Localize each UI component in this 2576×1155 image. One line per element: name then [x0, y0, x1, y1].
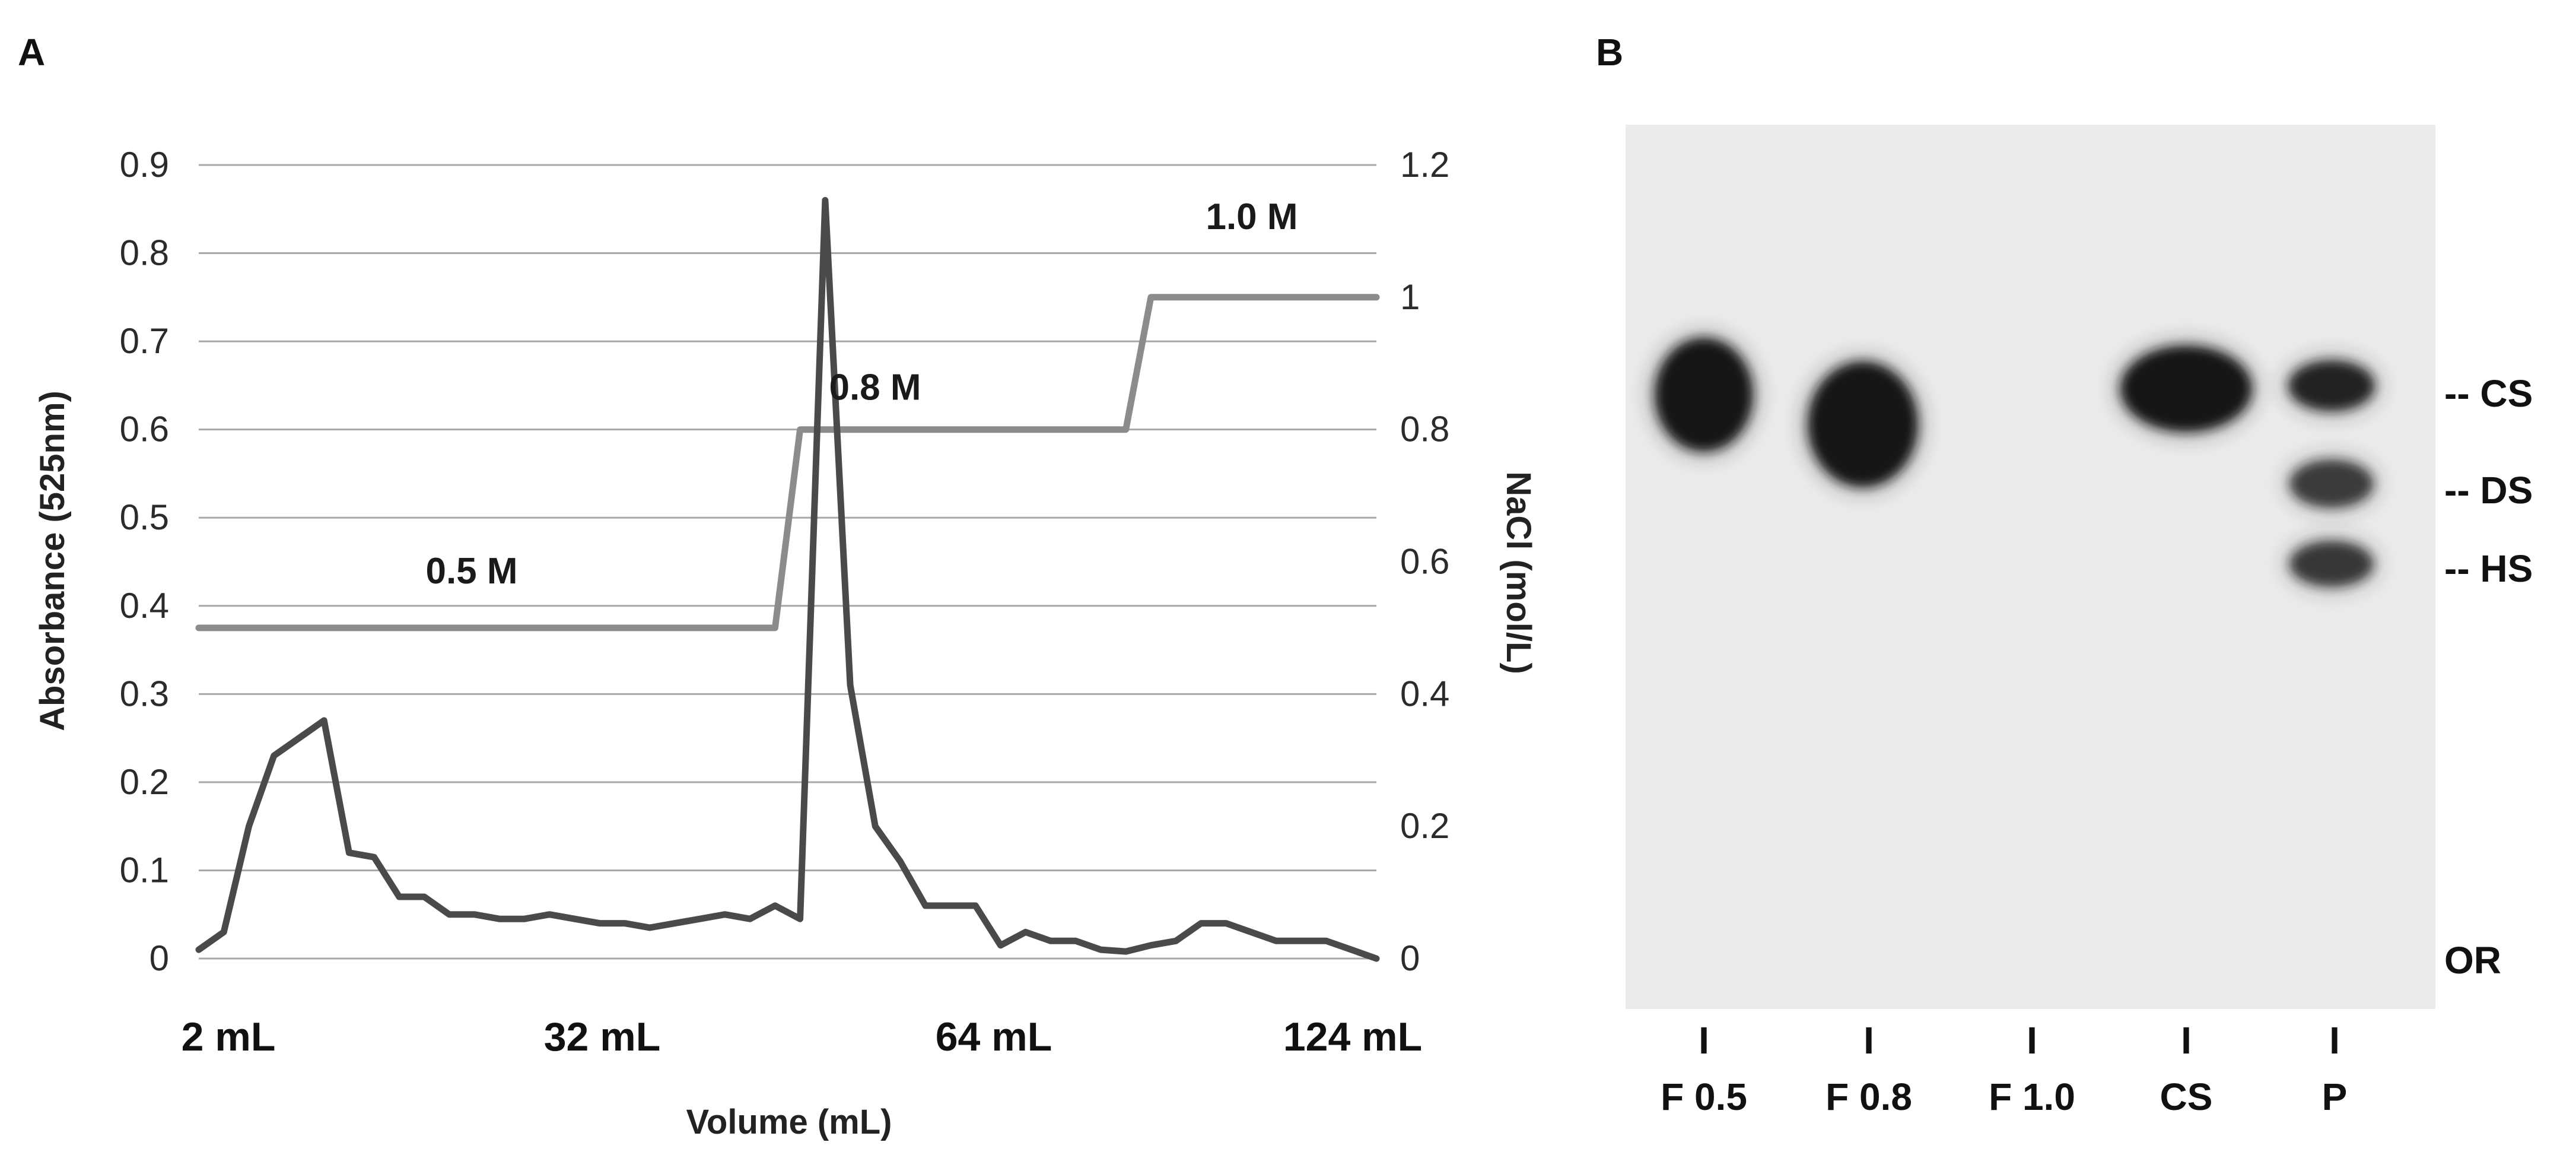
lane-label: CS [2160, 1075, 2213, 1118]
left-tick-label: 0.3 [120, 674, 169, 713]
left-tick-label: 0.6 [120, 410, 169, 449]
gridlines [199, 164, 1376, 960]
lane-label: P [2322, 1075, 2348, 1118]
panel-b-label: B [1596, 31, 1623, 74]
lane-tick: I [2329, 1019, 2340, 1062]
left-tick-label: 0.8 [120, 233, 169, 273]
y-axis-title: Absorbance (525nm) [33, 391, 72, 731]
step-annotation: 0.8 M [829, 367, 921, 408]
y2-axis-title: NaCl (mol/L) [1499, 471, 1538, 674]
right-tick-label: 0 [1400, 938, 1420, 978]
lane-tick: I [2181, 1019, 2192, 1062]
lane-label: F 0.5 [1661, 1075, 1747, 1118]
elution-chart: 00.10.20.30.40.50.60.70.80.9 00.20.40.60… [33, 145, 1538, 1141]
absorbance-line [195, 196, 1380, 962]
left-tick-label: 0.4 [120, 586, 169, 626]
x-tick-label: 64 mL [936, 1014, 1052, 1059]
right-tick-label: 0.4 [1400, 674, 1449, 713]
lane-tick: I [1699, 1019, 1709, 1062]
x-tick-label: 32 mL [544, 1014, 661, 1059]
band-label: -- CS [2444, 372, 2533, 415]
left-tick-label: 0.7 [120, 321, 169, 361]
right-tick-label: 0.2 [1400, 806, 1449, 846]
lane-label: F 1.0 [1989, 1075, 2075, 1118]
gel-spot [1808, 362, 1917, 487]
left-tick-label: 0.1 [120, 850, 169, 890]
x-tick-label: 2 mL [182, 1014, 276, 1059]
right-tick-label: 0.6 [1400, 542, 1449, 582]
panel-a-label: A [18, 31, 45, 74]
x-tick-label: 124 mL [1283, 1014, 1422, 1059]
step-labels: 0.5 M 0.8 M 1.0 M [425, 196, 1297, 592]
right-tick-label: 1.2 [1400, 145, 1449, 185]
series-layer [195, 196, 1380, 962]
left-tick-label: 0.2 [120, 762, 169, 802]
band-label: -- DS [2444, 469, 2533, 512]
right-tick-label: 0.8 [1400, 410, 1449, 449]
lane-tick: I [2027, 1019, 2037, 1062]
x-axis-title: Volume (mL) [686, 1103, 892, 1141]
axis-titles: Volume (mL) Absorbance (525nm) NaCl (mol/L… [33, 391, 1538, 1141]
left-tick-label: 0.9 [120, 145, 169, 185]
left-tick-label: 0 [150, 938, 169, 978]
lane-tick: I [1863, 1019, 1874, 1062]
band-label: -- HS [2444, 547, 2533, 590]
gel-spot [1655, 338, 1753, 451]
step-annotation: 0.5 M [425, 551, 517, 592]
left-axis-ticks: 0 0.1 0.2 0.3 0.4 0.5 0.6 0.7 0.8 0.9 [120, 145, 169, 978]
right-axis-ticks: 0 0.2 0.4 0.6 0.8 1 1.2 [1400, 145, 1449, 978]
gel-spot [2290, 460, 2373, 507]
band-label: OR [2444, 939, 2501, 982]
nacl-step-line [195, 294, 1380, 632]
left-tick-label: 0.5 [120, 497, 169, 537]
step-annotation: 1.0 M [1206, 196, 1297, 237]
lane-label: F 0.8 [1826, 1075, 1912, 1118]
gel-spot [2289, 361, 2374, 411]
gel-bands [1647, 330, 2383, 595]
right-tick-label: 1 [1400, 277, 1420, 317]
gel-spot [2121, 346, 2251, 431]
x-axis-ticks: 2 mL 32 mL 64 mL 124 mL [182, 1014, 1423, 1059]
gel-spot [2290, 541, 2373, 586]
